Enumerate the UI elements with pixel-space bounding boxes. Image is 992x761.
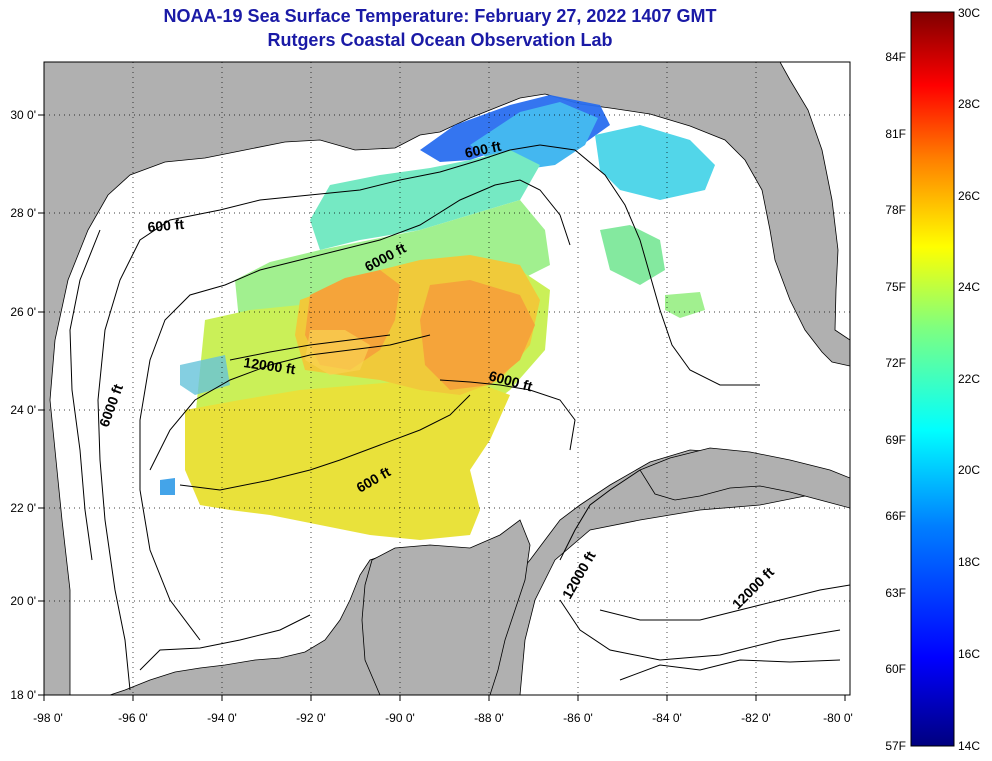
lon-label: -98 0'	[33, 711, 63, 725]
colorbar-fahrenheit-label: 66F	[885, 509, 906, 523]
colorbar-celsius-label: 14C	[958, 739, 980, 753]
lat-lon-grid	[44, 62, 850, 695]
lat-label: 22 0'	[10, 501, 36, 515]
lon-label: -82 0'	[741, 711, 771, 725]
yucatan-land	[361, 519, 531, 695]
lat-label: 30 0'	[10, 108, 36, 122]
lon-label: -94 0'	[207, 711, 237, 725]
contour-label: 600 ft	[147, 216, 185, 235]
map-frame	[43, 61, 851, 696]
lon-label: -80 0'	[823, 711, 853, 725]
lat-label: 20 0'	[10, 594, 36, 608]
colorbar-fahrenheit-label: 75F	[885, 280, 906, 294]
colorbar-fahrenheit-label: 81F	[885, 127, 906, 141]
lat-label: 28 0'	[10, 206, 36, 220]
lat-label: 24 0'	[10, 403, 36, 417]
lon-label: -84 0'	[652, 711, 682, 725]
atlantic-water	[779, 62, 850, 341]
caribbean-water	[519, 489, 850, 695]
map-subtitle: Rutgers Coastal Ocean Observation Lab	[267, 30, 613, 50]
colorbar-fahrenheit-label: 57F	[885, 739, 906, 753]
lon-label: -88 0'	[474, 711, 504, 725]
colorbar-celsius-label: 16C	[958, 647, 980, 661]
colorbar-fahrenheit-label: 63F	[885, 586, 906, 600]
colorbar-fahrenheit-label: 72F	[885, 356, 906, 370]
colorbar-fahrenheit-label: 69F	[885, 433, 906, 447]
temperature-colorbar	[910, 11, 955, 747]
colorbar-celsius-label: 28C	[958, 97, 980, 111]
colorbar-celsius-label: 30C	[958, 6, 980, 20]
lat-label: 18 0'	[10, 688, 36, 702]
colorbar-celsius-label: 18C	[958, 555, 980, 569]
sst-data-layer	[160, 95, 715, 540]
contour-label: 600 ft	[463, 138, 502, 161]
bathymetry-contours	[69, 144, 850, 691]
cuba-land	[639, 447, 850, 509]
colorbar-fahrenheit-label: 84F	[885, 50, 906, 64]
map-title: NOAA-19 Sea Surface Temperature: Februar…	[163, 6, 717, 26]
lon-label: -90 0'	[385, 711, 415, 725]
lon-label: -86 0'	[563, 711, 593, 725]
lon-label: -92 0'	[296, 711, 326, 725]
contour-label: 12000 ft	[243, 354, 297, 377]
colorbar-fahrenheit-label: 60F	[885, 662, 906, 676]
lon-label: -96 0'	[118, 711, 148, 725]
colorbar-celsius-label: 22C	[958, 372, 980, 386]
colorbar-fahrenheit-label: 78F	[885, 203, 906, 217]
colorbar-celsius-label: 20C	[958, 463, 980, 477]
axis-ticks	[38, 114, 846, 701]
lat-label: 26 0'	[10, 305, 36, 319]
colorbar-celsius-label: 26C	[958, 189, 980, 203]
colorbar-celsius-label: 24C	[958, 280, 980, 294]
